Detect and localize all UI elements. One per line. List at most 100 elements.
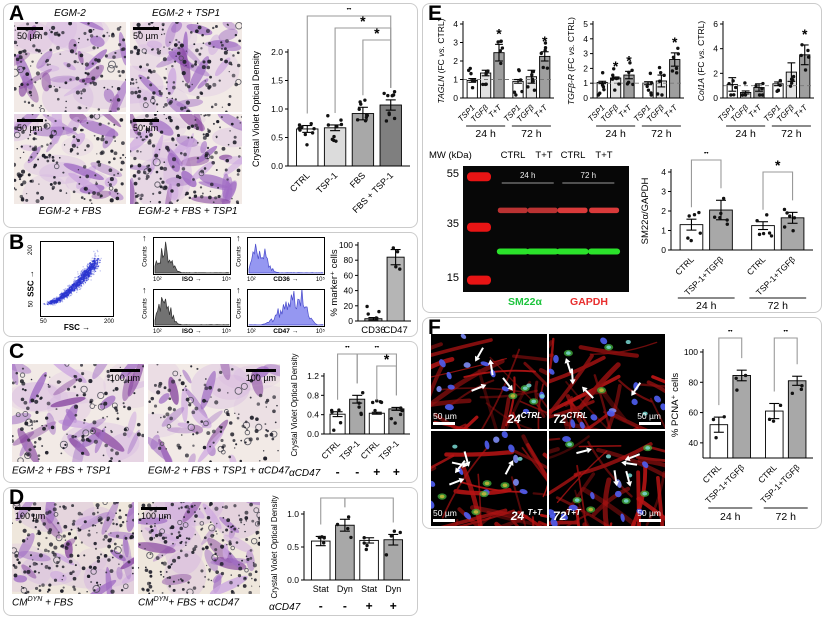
scale-bar-label: 50 µm (433, 410, 457, 421)
ssc-fsc-scatter (40, 241, 114, 317)
svg-text:2: 2 (661, 206, 666, 216)
scatter-xlabel: FSC → (63, 323, 91, 332)
histogram-plot (153, 289, 231, 327)
svg-text:TGFβ-R (FC vs. CTRL): TGFβ-R (FC vs. CTRL) (566, 17, 576, 105)
svg-text:TAGLN (FC vs. CTRL): TAGLN (FC vs. CTRL) (436, 18, 446, 103)
blot-legend-gapdh: GAPDH (570, 296, 608, 308)
svg-text:*: * (728, 330, 734, 339)
svg-text:60: 60 (344, 270, 354, 280)
svg-text:+: + (390, 599, 397, 613)
svg-text:*: * (703, 152, 709, 161)
svg-text:1.2: 1.2 (307, 371, 319, 381)
svg-text:100: 100 (339, 240, 353, 250)
svg-text:3: 3 (453, 38, 458, 48)
svg-text:-: - (336, 465, 340, 479)
scale-bar: 50 µm (133, 119, 159, 133)
svg-text:*: * (783, 330, 789, 339)
panel-e: E 0 1 2 3 4 TAGLN (FC vs. CTRL) TSP1 TGFβ T+T TSP… (422, 2, 822, 313)
svg-text:CD47: CD47 (383, 325, 407, 335)
image-label: 72CTRL (553, 411, 588, 426)
svg-text:*: * (366, 492, 372, 499)
micrograph-egm2: 50 µm (14, 22, 126, 112)
marker-positive-chart: 0 20 40 60 80 100% marker⁺ cells CD36 CD47 (328, 235, 414, 335)
svg-text:-: - (343, 599, 347, 613)
western-blot: MW (kDa) CTRL T+T CTRL T+T 55 35 15 24 h… (429, 150, 637, 312)
svg-text:Crystal Violet Optical Density: Crystal Violet Optical Density (251, 51, 261, 167)
svg-text:4: 4 (453, 19, 458, 29)
panel-b-label: B (9, 231, 25, 254)
up-arrow-icon: → (26, 270, 36, 279)
panel-e-label: E (428, 2, 443, 25)
pcna-chart: 40 60 80 100% PCNA⁺ cells CTRL TSP-1+TGFβ CTRL… (669, 330, 819, 524)
svg-text:4: 4 (583, 34, 588, 44)
flow-histogram-iso-2: ↑ Counts 10² ISO → 10⁵ (140, 285, 232, 339)
svg-text:1.0: 1.0 (271, 104, 283, 114)
scale-bar: 50 µm (433, 410, 457, 425)
svg-text:αCD47: αCD47 (269, 602, 301, 613)
svg-text:% PCNA⁺ cells: % PCNA⁺ cells (670, 373, 681, 437)
scale-bar: 50 µm (637, 508, 661, 522)
image-caption: EGM-2 (54, 8, 86, 19)
hist-ylabel: Counts (235, 246, 243, 267)
crystal-violet-chart-d: 0.0 0.5 1.0 Crystal Violet Optical Density S… (268, 492, 414, 614)
svg-text:80: 80 (344, 255, 354, 265)
svg-text:FBS: FBS (348, 170, 367, 189)
blot-mw-mark: 35 (446, 218, 459, 230)
hist-xlabel: CD47 (273, 328, 290, 335)
svg-text:+: + (373, 465, 380, 479)
svg-text:*: * (374, 25, 380, 41)
svg-text:20: 20 (344, 301, 354, 311)
panel-f-label: F (428, 316, 441, 339)
scatter-ylabel: SSC → (26, 270, 36, 297)
blot-lane-label: T+T (535, 150, 553, 161)
panel-a-label: A (9, 2, 25, 25)
svg-text:*: * (802, 26, 808, 42)
micrograph-cmdyn-fbs-acd47: 100 µm (138, 502, 260, 594)
svg-text:*: * (330, 492, 336, 499)
svg-text:*: * (542, 33, 548, 49)
image-label: 72T+T (553, 508, 581, 523)
up-arrow-icon: ↑ (236, 285, 241, 295)
svg-text:T+T: T+T (533, 102, 550, 119)
svg-text:αCD47: αCD47 (289, 468, 321, 479)
svg-text:72 h: 72 h (581, 171, 597, 180)
micrograph-egm2-fbs-tsp1: 50 µm (130, 114, 242, 204)
scatter-xtick: 50 (40, 319, 47, 325)
image-caption: CMDYN+ FBS + αCD47 (138, 596, 240, 609)
histogram-plot (247, 289, 325, 327)
panel-a: A EGM-2 EGM-2 + TSP1 50 µm 50 µm 50 µm 5… (3, 2, 418, 228)
svg-text:72 h: 72 h (651, 128, 672, 140)
blot-legend-sm22: SM22α (508, 296, 542, 308)
up-arrow-icon: ↑ (142, 233, 147, 243)
scale-bar-line (17, 119, 43, 122)
scale-bar-line (17, 27, 43, 30)
svg-text:-: - (319, 599, 323, 613)
svg-text:24 h: 24 h (605, 128, 626, 140)
svg-text:0.0: 0.0 (271, 161, 283, 171)
image-caption: EGM-2 + FBS + TSP1 (12, 465, 111, 477)
svg-text:24 h: 24 h (475, 128, 496, 140)
svg-text:0: 0 (583, 93, 588, 103)
panel-c: C 100 µm 100 µm EGM-2 + FBS + TSP1 EGM-2… (3, 340, 418, 483)
svg-text:0: 0 (713, 93, 718, 103)
scale-bar-line (639, 422, 661, 425)
sm22-gapdh-chart: 0 1 2 3 4 SM22α/GAPDH CTRL TSP-1+TGFβ CTRL TSP-1+… (639, 152, 819, 310)
svg-text:0: 0 (348, 316, 353, 326)
svg-text:1.0: 1.0 (287, 509, 299, 519)
scale-bar-label: 100 µm (15, 511, 46, 521)
scale-bar-line (133, 27, 159, 30)
svg-text:Dyn: Dyn (385, 584, 401, 594)
scale-bar: 50 µm (433, 508, 457, 522)
flow-histogram-iso-1: ↑ Counts 10² ISO → 10⁵ (140, 233, 232, 287)
svg-text:72 h: 72 h (776, 511, 797, 523)
scale-bar: 50 µm (17, 119, 43, 133)
blot-lane-label: T+T (595, 150, 613, 161)
hist-ylabel: Counts (141, 246, 149, 267)
svg-text:0.0: 0.0 (287, 575, 299, 585)
scale-bar-label: 50 µm (17, 123, 43, 133)
svg-text:T+T: T+T (793, 102, 810, 119)
right-arrow-icon: → (195, 328, 202, 335)
hist-ylabel: Counts (235, 298, 243, 319)
svg-text:2.0: 2.0 (271, 47, 283, 57)
